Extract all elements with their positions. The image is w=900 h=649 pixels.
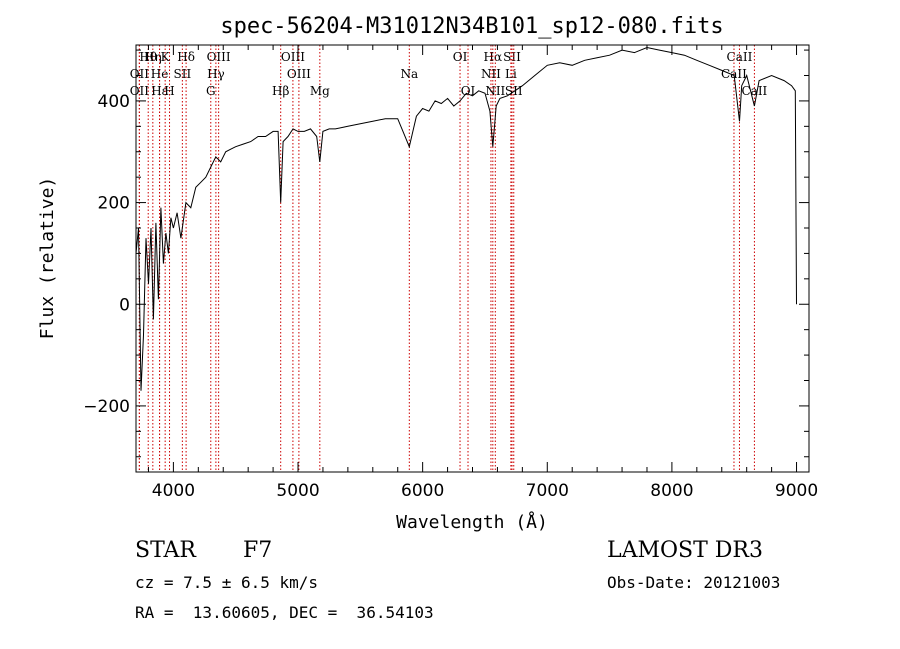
x-tick-label: 4000 bbox=[152, 481, 195, 501]
spectral-line-label: OIII bbox=[207, 50, 231, 64]
spectral-line-label: OI bbox=[453, 50, 468, 64]
flux-line bbox=[135, 46, 797, 391]
y-axis-ticks: −200 0 200 400 bbox=[83, 49, 809, 458]
spectral-line-label: CaII bbox=[727, 50, 753, 64]
spectral-line-label: H bbox=[164, 84, 174, 98]
y-axis-label: Flux (relative) bbox=[37, 177, 58, 340]
x-tick-label: 6000 bbox=[401, 481, 444, 501]
spectral-line-label: Hη bbox=[144, 50, 162, 64]
spectral-line-label: OIII bbox=[281, 50, 305, 64]
x-tick-label: 9000 bbox=[775, 481, 818, 501]
y-tick-label: 200 bbox=[98, 194, 130, 214]
spectral-line-label: OIII bbox=[287, 67, 311, 81]
survey-name: LAMOST DR3 bbox=[607, 538, 763, 563]
chart-title: spec-56204-M31012N34B101_sp12-080.fits bbox=[220, 14, 723, 39]
object-class: STAR bbox=[135, 538, 196, 563]
object-subclass: F7 bbox=[243, 538, 273, 563]
y-tick-label: 400 bbox=[98, 92, 130, 112]
y-tick-label: 0 bbox=[119, 295, 130, 315]
spectral-line-label: Hε bbox=[151, 84, 168, 98]
spectral-line-label: NII bbox=[481, 67, 501, 81]
x-tick-label: 7000 bbox=[526, 481, 569, 501]
spectral-line-label: Mg bbox=[310, 84, 330, 98]
spectral-line-label: G bbox=[206, 84, 216, 98]
observation-date: Obs-Date: 20121003 bbox=[607, 573, 781, 592]
spectral-line-label: K bbox=[161, 50, 171, 64]
x-axis-ticks: 4000 5000 6000 7000 8000 9000 bbox=[147, 45, 818, 501]
x-axis-label: Wavelength (Å) bbox=[396, 511, 548, 533]
spectral-line-label: Na bbox=[400, 67, 418, 81]
x-tick-label: 8000 bbox=[650, 481, 693, 501]
spectral-line-label: CaII bbox=[741, 84, 767, 98]
ra-dec: RA = 13.60605, DEC = 36.54103 bbox=[135, 603, 434, 622]
redshift-cz: cz = 7.5 ± 6.5 km/s bbox=[135, 573, 319, 592]
spectral-line-label: SII bbox=[174, 67, 192, 81]
plot-frame bbox=[135, 44, 810, 473]
spectral-line-label: SII bbox=[503, 50, 521, 64]
spectral-line-label: NII bbox=[485, 84, 505, 98]
x-tick-label: 5000 bbox=[276, 481, 319, 501]
flux-series bbox=[135, 46, 797, 391]
spectral-line-label: Hβ bbox=[272, 84, 289, 98]
spectral-line-label: Hα bbox=[484, 50, 503, 64]
spectral-line-label: OI bbox=[461, 84, 476, 98]
spectral-line-label: Li bbox=[505, 67, 517, 81]
spectral-line-label: Hγ bbox=[207, 67, 225, 81]
y-tick-label: −200 bbox=[83, 397, 130, 417]
spectral-line-label: CaII bbox=[721, 67, 747, 81]
spectral-line-label: OII bbox=[130, 84, 150, 98]
spectral-line-label: Hδ bbox=[177, 50, 195, 64]
